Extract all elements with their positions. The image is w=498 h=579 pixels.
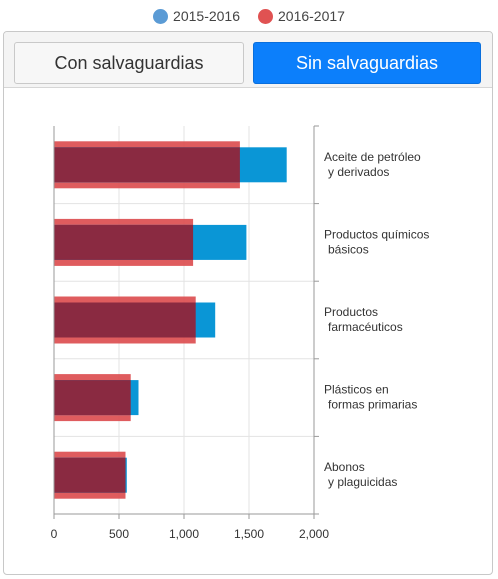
legend: 2015-2016 2016-2017 <box>0 6 498 26</box>
legend-item-2016-2017[interactable]: 2016-2017 <box>258 8 345 24</box>
category-label-line: Productos <box>324 305 378 319</box>
bar-overlap-2 <box>54 302 196 338</box>
bar-overlap-4 <box>54 457 126 493</box>
x-tick-label-0: 0 <box>51 527 58 541</box>
category-label-line: y derivados <box>328 165 389 179</box>
category-label-line: formas primarias <box>328 398 417 412</box>
bar-overlap-3 <box>54 380 131 416</box>
category-label-line: Productos químicos <box>324 227 429 241</box>
x-tick-label-1: 500 <box>109 527 129 541</box>
category-label-line: farmacéuticos <box>328 320 403 334</box>
bar-overlap-0 <box>54 147 240 183</box>
bar-overlap-1 <box>54 224 194 260</box>
legend-dot-2016-2017 <box>258 8 273 24</box>
category-label-line: Abonos <box>324 460 365 474</box>
category-label-line: básicos <box>328 242 369 256</box>
category-label-2: Productos farmacéuticos <box>324 305 403 334</box>
category-label-0: Aceite de petróleo y derivados <box>324 150 421 179</box>
category-label-4: Abonos y plaguicidas <box>324 460 397 489</box>
category-label-line: Aceite de petróleo <box>324 150 421 164</box>
x-tick-label-4: 2,000 <box>299 527 329 541</box>
x-tick-label-3: 1,500 <box>234 527 264 541</box>
category-label-3: Plásticos en formas primarias <box>324 383 417 412</box>
legend-item-2015-2016[interactable]: 2015-2016 <box>153 8 240 24</box>
tab-sin-salvaguardias[interactable]: Sin salvaguardias <box>253 42 481 84</box>
chart-panel: Con salvaguardias Sin salvaguardias <box>3 31 493 575</box>
category-label-1: Productos químicos básicos <box>324 227 429 256</box>
category-label-line: Plásticos en <box>324 383 389 397</box>
category-label-line: y plaguicidas <box>328 475 397 489</box>
x-tick-label-2: 1,000 <box>169 527 199 541</box>
legend-label-2016-2017: 2016-2017 <box>278 8 345 24</box>
legend-label-2015-2016: 2015-2016 <box>173 8 240 24</box>
tab-bar: Con salvaguardias Sin salvaguardias <box>4 32 492 88</box>
tab-con-salvaguardias[interactable]: Con salvaguardias <box>14 42 244 84</box>
legend-dot-2015-2016 <box>153 8 169 24</box>
